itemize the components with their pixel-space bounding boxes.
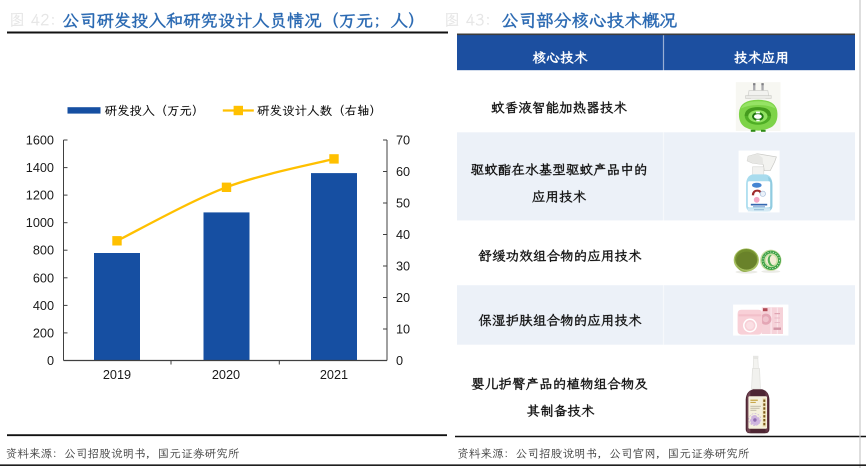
svg-text:2021: 2021 [320, 368, 348, 382]
svg-text:0: 0 [47, 354, 54, 368]
svg-text:600: 600 [33, 271, 54, 285]
svg-text:0: 0 [396, 354, 403, 368]
svg-text:200: 200 [33, 326, 54, 340]
svg-text:1000: 1000 [26, 216, 54, 230]
svg-text:50: 50 [396, 197, 410, 211]
svg-text:2019: 2019 [103, 368, 131, 382]
svg-text:40: 40 [396, 228, 410, 242]
svg-text:1400: 1400 [26, 161, 54, 175]
svg-text:60: 60 [396, 165, 410, 179]
svg-text:30: 30 [396, 260, 410, 274]
svg-text:1600: 1600 [26, 134, 54, 148]
svg-text:1200: 1200 [26, 189, 54, 203]
svg-text:400: 400 [33, 299, 54, 313]
svg-text:70: 70 [396, 134, 410, 148]
svg-text:2020: 2020 [212, 368, 240, 382]
svg-text:800: 800 [33, 244, 54, 258]
svg-text:10: 10 [396, 323, 410, 337]
svg-text:20: 20 [396, 291, 410, 305]
